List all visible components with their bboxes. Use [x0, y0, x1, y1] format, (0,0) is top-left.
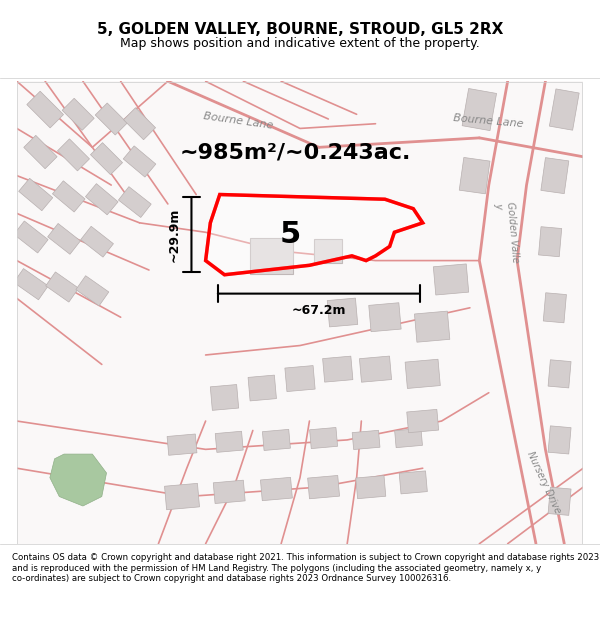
Polygon shape — [58, 139, 89, 171]
Polygon shape — [356, 476, 386, 499]
Polygon shape — [123, 146, 156, 177]
Polygon shape — [164, 483, 199, 510]
Polygon shape — [206, 194, 423, 275]
Text: Bourne Lane: Bourne Lane — [203, 111, 274, 131]
Polygon shape — [19, 178, 53, 211]
Polygon shape — [14, 269, 48, 300]
Polygon shape — [24, 136, 57, 169]
Polygon shape — [91, 142, 122, 174]
Text: ~67.2m: ~67.2m — [292, 304, 346, 317]
Polygon shape — [433, 264, 469, 295]
Polygon shape — [548, 360, 571, 388]
Polygon shape — [250, 238, 293, 274]
Polygon shape — [310, 428, 338, 449]
Polygon shape — [85, 184, 118, 215]
Polygon shape — [262, 429, 290, 451]
Polygon shape — [260, 478, 292, 501]
Polygon shape — [95, 103, 127, 135]
Polygon shape — [213, 480, 245, 504]
Polygon shape — [369, 302, 401, 332]
Polygon shape — [548, 488, 571, 516]
Polygon shape — [539, 227, 562, 257]
Polygon shape — [215, 431, 243, 452]
Polygon shape — [50, 454, 107, 506]
Polygon shape — [352, 430, 380, 449]
Text: 5: 5 — [280, 219, 301, 249]
Polygon shape — [405, 359, 440, 389]
Text: Contains OS data © Crown copyright and database right 2021. This information is : Contains OS data © Crown copyright and d… — [12, 553, 599, 583]
Polygon shape — [327, 298, 358, 327]
Text: ~985m²/~0.243ac.: ~985m²/~0.243ac. — [179, 142, 411, 162]
Text: Golden Valle
y: Golden Valle y — [493, 201, 520, 264]
Polygon shape — [167, 434, 197, 455]
Polygon shape — [308, 476, 340, 499]
Text: Map shows position and indicative extent of the property.: Map shows position and indicative extent… — [120, 38, 480, 51]
Polygon shape — [459, 158, 490, 194]
Polygon shape — [118, 187, 151, 218]
Text: 5, GOLDEN VALLEY, BOURNE, STROUD, GL5 2RX: 5, GOLDEN VALLEY, BOURNE, STROUD, GL5 2R… — [97, 22, 503, 37]
Polygon shape — [407, 409, 439, 432]
Polygon shape — [14, 221, 48, 253]
Polygon shape — [359, 356, 392, 382]
Polygon shape — [27, 91, 64, 128]
Polygon shape — [62, 98, 94, 130]
Polygon shape — [210, 384, 239, 411]
Polygon shape — [323, 356, 353, 382]
Polygon shape — [543, 292, 566, 322]
Polygon shape — [124, 107, 155, 140]
Polygon shape — [415, 311, 450, 342]
Polygon shape — [395, 428, 422, 448]
Polygon shape — [462, 89, 497, 131]
Polygon shape — [541, 158, 569, 194]
Text: ~29.9m: ~29.9m — [168, 208, 181, 262]
Polygon shape — [399, 471, 427, 494]
Text: Nursery Drive: Nursery Drive — [525, 450, 562, 515]
Polygon shape — [47, 224, 80, 254]
Polygon shape — [80, 226, 113, 257]
Text: Bourne Lane: Bourne Lane — [453, 113, 524, 129]
Polygon shape — [76, 276, 109, 306]
Polygon shape — [285, 366, 315, 391]
Polygon shape — [248, 375, 277, 401]
Polygon shape — [46, 272, 79, 302]
Polygon shape — [548, 426, 571, 454]
Polygon shape — [550, 89, 579, 130]
Polygon shape — [314, 239, 343, 263]
Polygon shape — [52, 181, 85, 212]
